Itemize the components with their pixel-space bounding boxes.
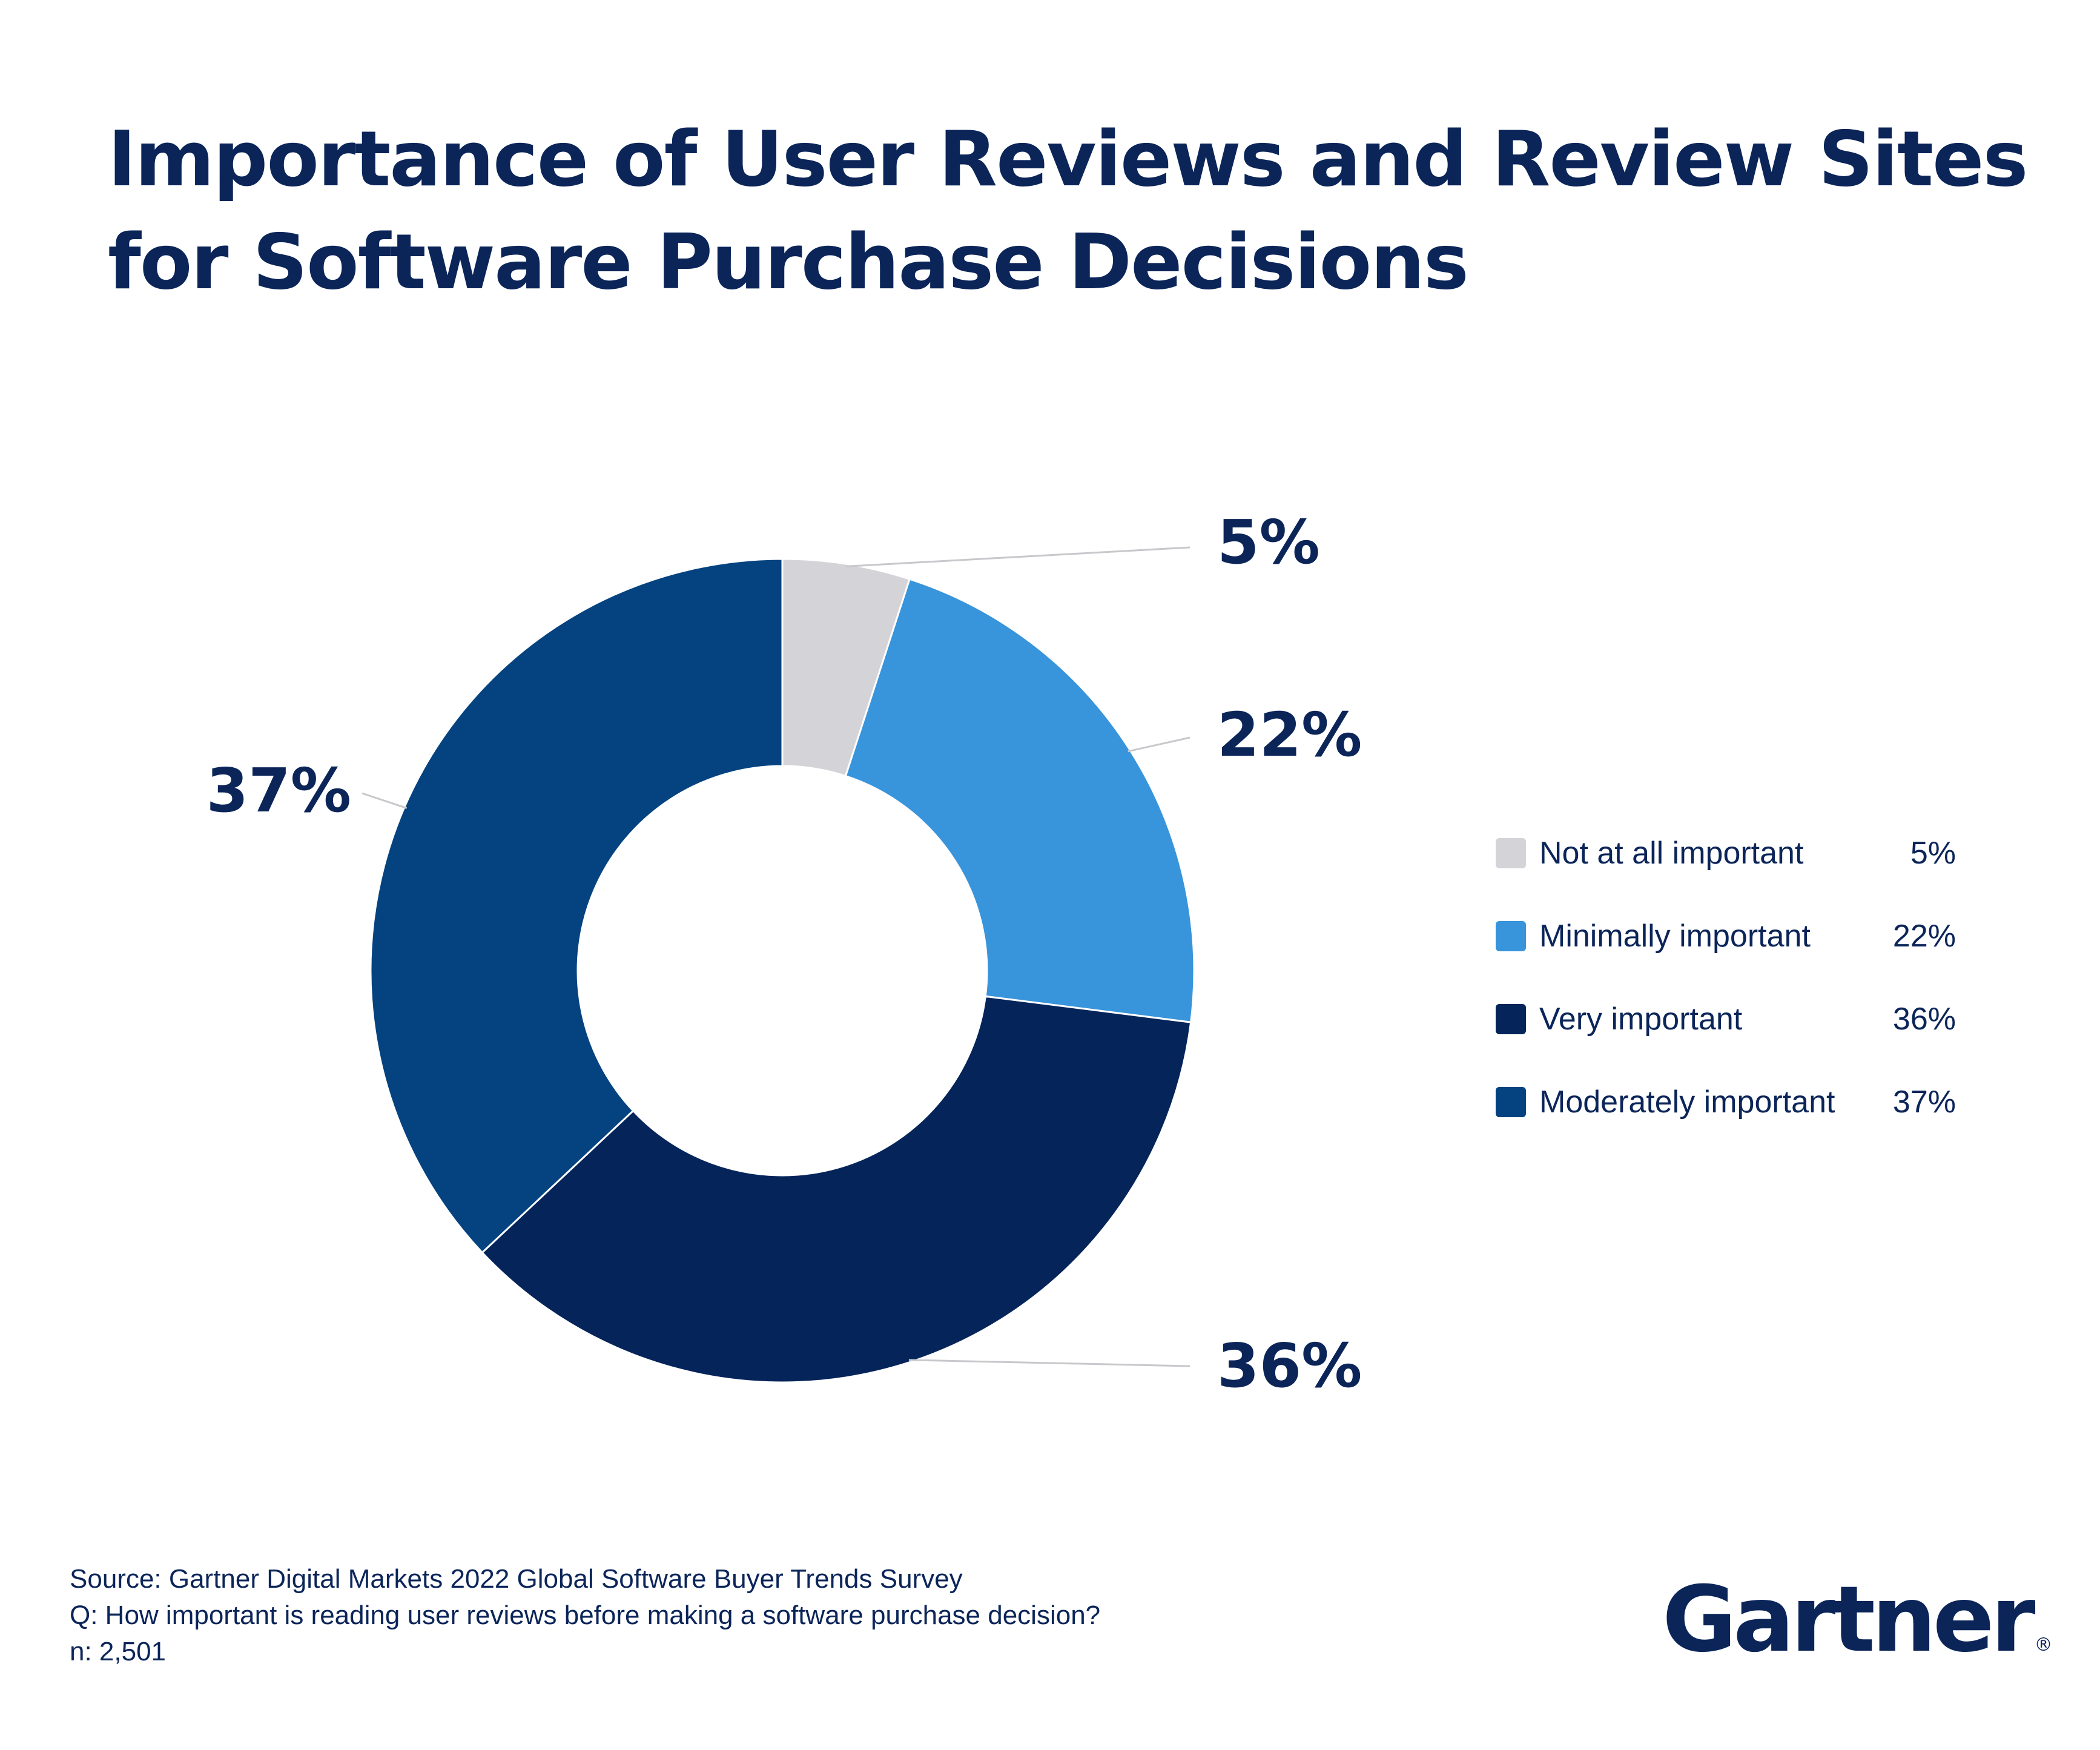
legend-value: 5% <box>1910 835 1956 871</box>
data-label-very-important: 36% <box>1217 1330 1362 1401</box>
donut-slice-very-important <box>481 995 1192 1384</box>
legend-label: Very important <box>1539 1001 1743 1037</box>
source-line: Source: Gartner Digital Markets 2022 Glo… <box>70 1564 963 1594</box>
leader-line-not-at-all-important <box>846 546 1190 567</box>
chart-title-line-2: for Software Purchase Decisions <box>108 217 1469 306</box>
leader-line-minimally-important <box>1128 736 1190 753</box>
brand-name: Gartner <box>1662 1567 2036 1672</box>
leader-line-very-important <box>908 1359 1190 1367</box>
legend-swatch <box>1496 920 1526 951</box>
donut-slice-moderately-important <box>369 558 784 1254</box>
sample-size-line: n: 2,501 <box>70 1637 167 1666</box>
chart-title-line-1: Importance of User Reviews and Review Si… <box>108 114 2029 203</box>
registered-mark: ® <box>2034 1634 2053 1656</box>
legend-swatch <box>1496 1003 1526 1034</box>
data-label-minimally-important: 22% <box>1217 699 1362 770</box>
legend: Not at all important 5% Minimally import… <box>1496 811 1956 1143</box>
source-note: Source: Gartner Digital Markets 2022 Glo… <box>70 1561 1100 1670</box>
gartner-logo: Gartner ® <box>1662 1574 2053 1665</box>
legend-label: Minimally important <box>1539 918 1811 954</box>
data-label-moderately-important: 37% <box>206 755 351 826</box>
legend-label: Not at all important <box>1539 835 1804 871</box>
donut-slice-minimally-important <box>844 578 1195 1023</box>
legend-item-moderately-important: Moderately important 37% <box>1496 1060 1956 1143</box>
legend-label: Moderately important <box>1539 1084 1835 1120</box>
chart-title: Importance of User Reviews and Review Si… <box>108 108 2029 314</box>
legend-item-not-at-all-important: Not at all important 5% <box>1496 811 1956 894</box>
legend-item-minimally-important: Minimally important 22% <box>1496 894 1956 977</box>
legend-item-very-important: Very important 36% <box>1496 977 1956 1060</box>
legend-value: 37% <box>1892 1084 1956 1120</box>
legend-value: 22% <box>1892 918 1956 954</box>
legend-value: 36% <box>1892 1001 1956 1037</box>
data-label-not-at-all-important: 5% <box>1217 507 1320 578</box>
legend-swatch <box>1496 837 1526 868</box>
legend-swatch <box>1496 1086 1526 1117</box>
question-line: Q: How important is reading user reviews… <box>70 1600 1101 1630</box>
leader-line-moderately-important <box>362 792 408 809</box>
